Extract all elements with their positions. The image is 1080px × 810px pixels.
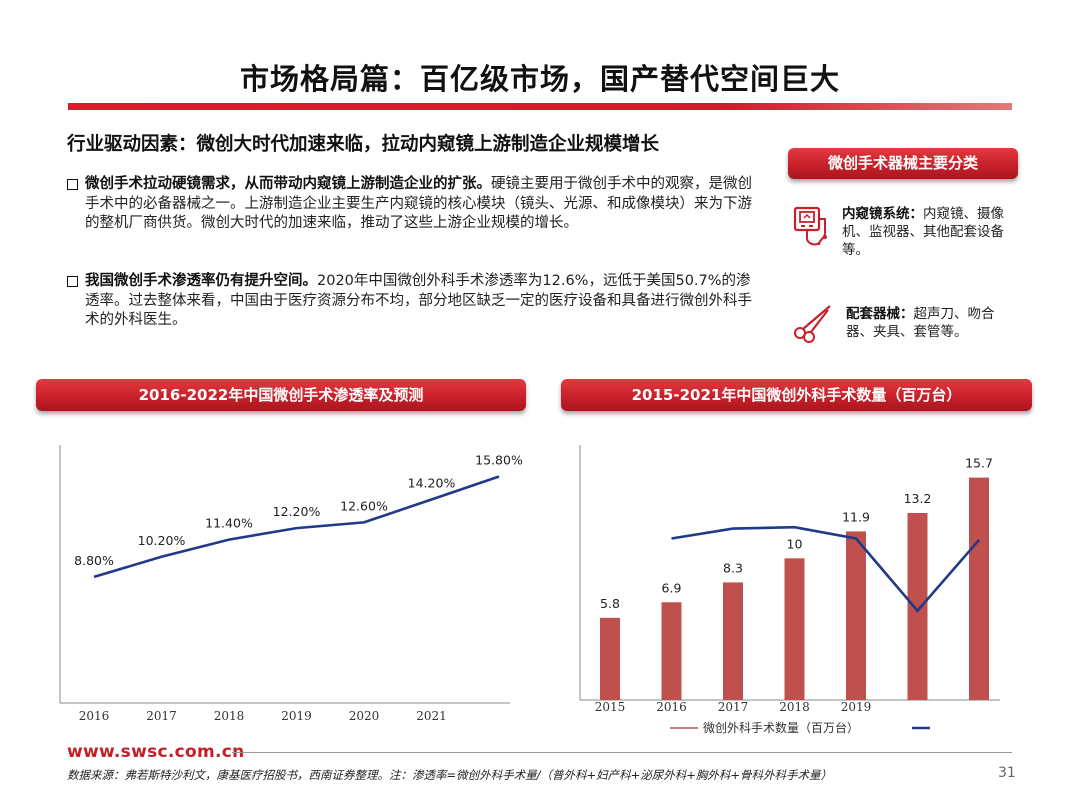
x-tick-label: 2018 [214, 709, 245, 723]
title-underline [68, 103, 1012, 110]
x-tick-label: 2020 [349, 709, 380, 723]
x-tick-label: 2019 [841, 700, 872, 714]
bar [784, 558, 805, 700]
category-item-endoscope: 内窥镜系统：内窥镜、摄像机、监视器、其他配套设备等。 [842, 205, 1017, 259]
bullet-2-lead: 我国微创手术渗透率仍有提升空间。 [85, 273, 317, 289]
x-tick-label: 2016 [656, 700, 687, 714]
category-1-text: 内窥镜、摄像机、监视器、其他配套设备等。 [842, 206, 1004, 258]
data-label: 14.20% [408, 475, 456, 490]
section-subtitle: 行业驱动因素：微创大时代加速来临，拉动内窥镜上游制造企业规模增长 [67, 134, 660, 155]
overlay-series-line [671, 525, 980, 613]
legend-label: 微创外科手术数量（百万台） [703, 720, 859, 735]
data-label: 6.9 [662, 580, 682, 595]
footer-url[interactable]: www.swsc.com.cn [67, 742, 245, 762]
bar [661, 602, 682, 700]
page-title: 市场格局篇：百亿级市场，国产替代空间巨大 [239, 62, 840, 96]
right-chart-header: 2015-2021年中国微创外科手术数量（百万台） [561, 379, 1032, 411]
bullet-2-text: 2020年中国微创外科手术渗透率为12.6%，远低于美国50.7%的渗透率。过去… [85, 273, 752, 328]
bar [969, 477, 989, 700]
surgical-tools-icon [794, 305, 831, 343]
page-number: 31 [998, 765, 1016, 781]
endoscope-icon [793, 206, 827, 246]
category-1-label: 内窥镜系统： [842, 206, 923, 222]
data-label: 11.40% [205, 516, 253, 531]
checkbox-bullet-icon [67, 179, 78, 190]
checkbox-bullet-icon [67, 276, 78, 287]
bullet-point-1: 微创手术拉动硬镜需求，从而带动内窥镜上游制造企业的扩张。硬镜主要用于微创手术中的… [67, 175, 757, 234]
x-tick-label: 2018 [779, 700, 810, 714]
bar [846, 531, 866, 700]
category-2-label: 配套器械： [846, 306, 914, 322]
x-tick-label: 2016 [79, 709, 110, 723]
data-label: 10.20% [138, 533, 186, 548]
data-label: 8.80% [74, 553, 114, 568]
footer-divider [232, 752, 1012, 753]
bar [723, 582, 743, 700]
data-label: 13.2 [904, 491, 932, 506]
penetration-line-chart: 8.80% 10.20% 11.40% 12.20% 12.60% 14.20% 15.80… [59, 445, 523, 723]
data-label: 12.20% [273, 504, 321, 519]
category-2-text: 超声刀、吻合器、夹具、套管等。 [846, 306, 995, 340]
data-label: 5.8 [600, 596, 620, 611]
bar [907, 513, 928, 700]
x-tick-label: 2017 [146, 709, 177, 723]
data-label: 8.3 [723, 560, 743, 575]
x-tick-label: 2019 [281, 709, 312, 723]
penetration-series-line [93, 475, 500, 579]
bullet-1-text: 硬镜主要用于微创手术中的观察，是微创手术中的必备器械之一。上游制造企业主要生产内… [85, 176, 752, 231]
category-panel-header: 微创手术器械主要分类 [788, 148, 1018, 179]
bullet-1-lead: 微创手术拉动硬镜需求，从而带动内窥镜上游制造企业的扩张。 [85, 176, 491, 192]
data-label: 12.60% [340, 498, 388, 513]
x-tick-label: 2021 [416, 709, 447, 723]
x-tick-label: 2015 [595, 700, 626, 714]
bullet-point-2: 我国微创手术渗透率仍有提升空间。2020年中国微创外科手术渗透率为12.6%，远… [67, 272, 757, 331]
data-label: 11.9 [842, 509, 870, 524]
data-label: 10 [787, 536, 803, 551]
data-label: 15.7 [965, 456, 993, 471]
surgery-volume-bar-chart: 5.8 6.9 8.3 10 11.9 13.2 15.7 2015 2016 2017 2018 2… [579, 445, 1000, 735]
left-chart-header: 2016-2022年中国微创手术渗透率及预测 [36, 379, 526, 411]
data-label: 15.80% [475, 453, 523, 468]
bar [600, 617, 620, 700]
x-tick-label: 2017 [718, 700, 749, 714]
footer-source-note: 数据来源：弗若斯特沙利文，康基医疗招股书，西南证券整理。注：渗透率=微创外科手术… [67, 768, 833, 782]
category-item-tools: 配套器械：超声刀、吻合器、夹具、套管等。 [846, 305, 1018, 341]
